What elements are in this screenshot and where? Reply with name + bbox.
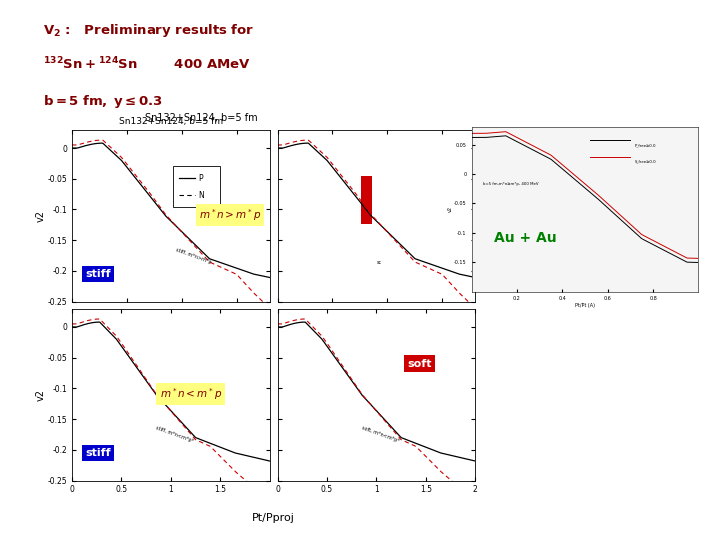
Text: soft, m*n<m*p*: soft, m*n<m*p*	[361, 426, 400, 444]
Y-axis label: v2: v2	[36, 389, 46, 401]
FancyBboxPatch shape	[361, 176, 372, 224]
Text: stiff, m*n<m*p*: stiff, m*n<m*p*	[155, 426, 194, 444]
Text: $m^*n > m^*p$: $m^*n > m^*p$	[199, 207, 261, 223]
Text: Pt/Pproj: Pt/Pproj	[252, 513, 295, 523]
Text: soft: soft	[408, 359, 432, 369]
X-axis label: Pt/Pt (A): Pt/Pt (A)	[575, 303, 595, 308]
Text: stiff, m*n>m*p: stiff, m*n>m*p	[175, 247, 212, 265]
Text: $\mathbf{V_2}$ :   Preliminary results for: $\mathbf{V_2}$ : Preliminary results for	[43, 22, 255, 38]
Text: S_free≥0.0: S_free≥0.0	[635, 159, 657, 164]
Text: $\mathbf{^{132}Sn+^{124}Sn}$        400 AMeV: $\mathbf{^{132}Sn+^{124}Sn}$ 400 AMeV	[43, 56, 251, 73]
FancyBboxPatch shape	[173, 166, 220, 207]
Text: b=5 fm,m*n≥m*p, 400 MeV: b=5 fm,m*n≥m*p, 400 MeV	[483, 181, 539, 186]
Text: stiff: stiff	[85, 448, 110, 458]
Text: $m^*n < m^*p$: $m^*n < m^*p$	[160, 386, 222, 402]
Y-axis label: v2: v2	[448, 206, 453, 212]
Text: $\mathbf{b = 5\ fm,\ y \leq 0.3}$: $\mathbf{b = 5\ fm,\ y \leq 0.3}$	[43, 93, 163, 110]
Text: P_free≥0.0: P_free≥0.0	[635, 143, 657, 147]
Text: Au + Au: Au + Au	[495, 231, 557, 245]
Text: stiff: stiff	[85, 269, 110, 279]
Text: P: P	[199, 174, 203, 183]
Text: Sn132+Sn124, b=5 fm: Sn132+Sn124, b=5 fm	[119, 117, 223, 126]
Y-axis label: v2: v2	[36, 210, 46, 221]
Text: N: N	[199, 191, 204, 200]
Text: Sn132+Sn124, b=5 fm: Sn132+Sn124, b=5 fm	[145, 113, 258, 124]
Text: sc: sc	[377, 260, 382, 265]
